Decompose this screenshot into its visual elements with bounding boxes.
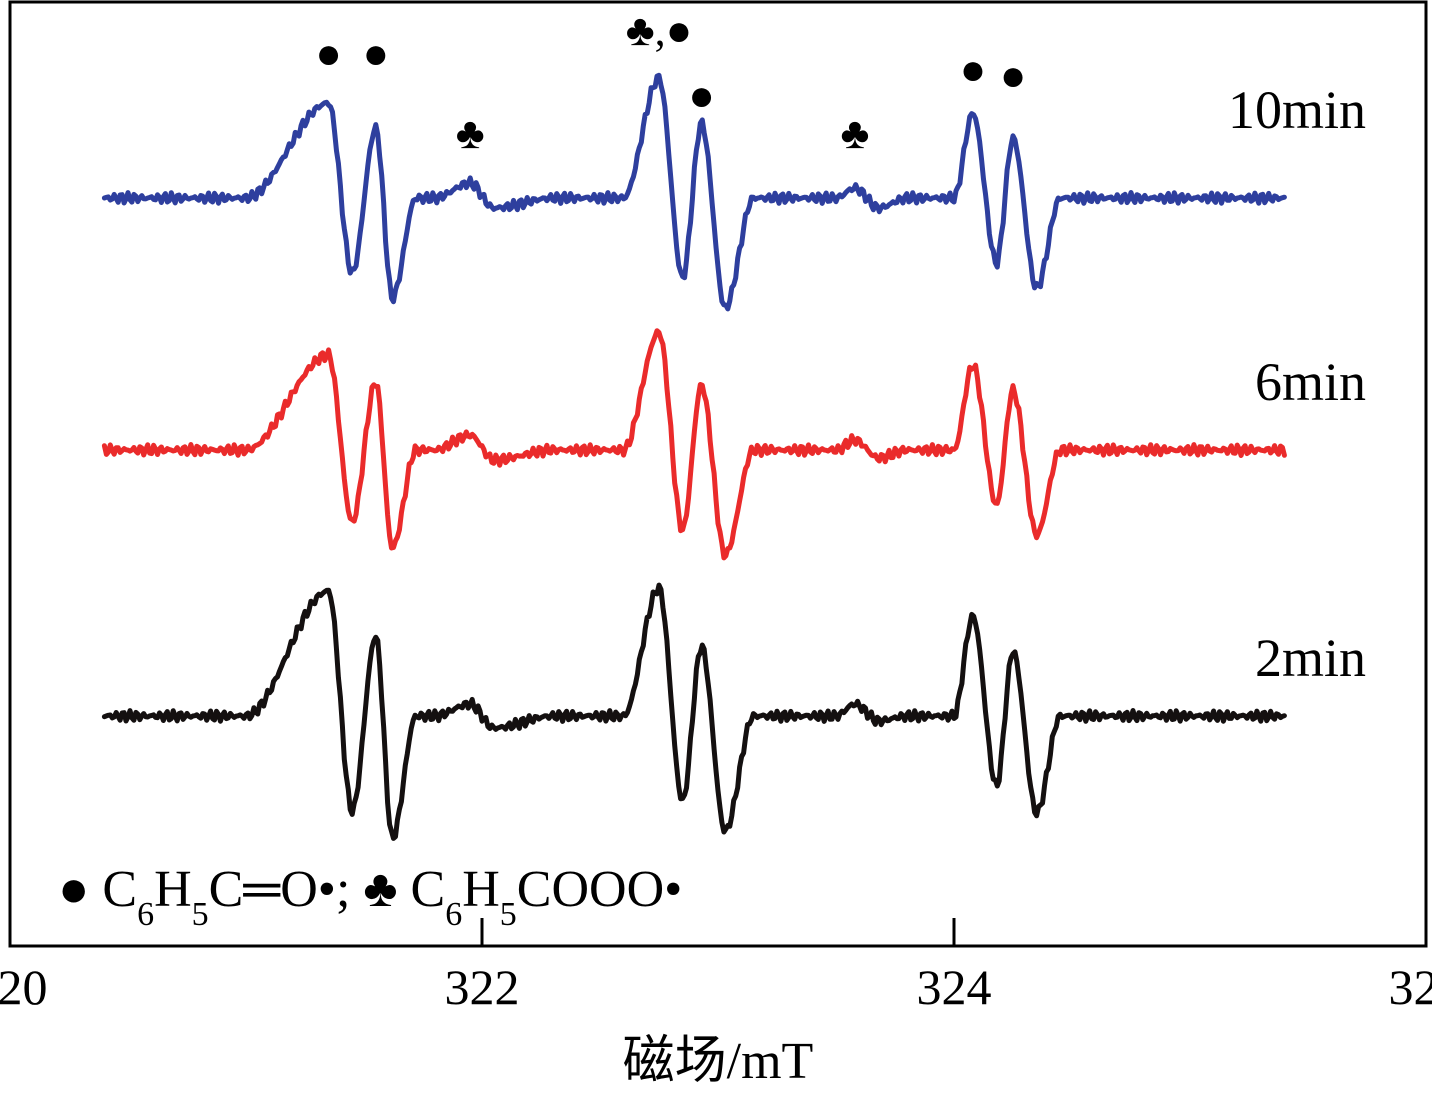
series-line-6min bbox=[104, 331, 1284, 558]
series-label: 10min bbox=[1228, 80, 1366, 140]
series-line-2min bbox=[104, 585, 1284, 838]
legend-club-formula-part: H bbox=[462, 861, 500, 918]
x-tick-label: 326 bbox=[1389, 959, 1432, 1015]
x-tick-label: 322 bbox=[445, 959, 520, 1015]
x-axis-label: 磁场/mT bbox=[623, 1033, 814, 1090]
legend-text: ● C6H5C═O•; ♣ C6H5COOO• bbox=[58, 861, 682, 933]
legend-dot-formula-part: 5 bbox=[192, 896, 209, 933]
peak-marker: ♣ bbox=[840, 109, 869, 158]
legend-club-formula-part: 6 bbox=[445, 896, 462, 933]
series-labels: 10min 6min 2min bbox=[1228, 80, 1366, 688]
series-layer bbox=[104, 75, 1284, 838]
legend-club-formula-part: C bbox=[411, 861, 446, 918]
legend-dot-formula-part: 6 bbox=[137, 896, 154, 933]
legend-dot-formula-part: ═ bbox=[242, 861, 281, 918]
x-tick-label: 324 bbox=[917, 959, 992, 1015]
legend-club-formula-part: 5 bbox=[500, 896, 517, 933]
legend: ● C6H5C═O•; ♣ C6H5COOO• bbox=[58, 861, 682, 933]
peak-marker: ● bbox=[960, 45, 987, 94]
peak-marker: ♣ bbox=[456, 109, 485, 158]
peak-marker: ● bbox=[1000, 51, 1027, 100]
peak-marker: ● bbox=[315, 29, 342, 78]
legend-dot-formula-part: O•; bbox=[280, 861, 350, 918]
peak-markers: ● ● ♣ ♣,● ● ♣ ● ● bbox=[315, 6, 1026, 158]
peak-marker: ● bbox=[688, 71, 715, 120]
legend-club-formula-part: COOO• bbox=[517, 861, 683, 918]
series-label: 6min bbox=[1255, 352, 1366, 412]
legend-club-symbol: ♣ bbox=[350, 861, 410, 918]
x-tick-label: 320 bbox=[0, 959, 48, 1015]
legend-dot-formula-part: C bbox=[209, 861, 244, 918]
legend-dot-formula-part: H bbox=[154, 861, 192, 918]
peak-marker: ♣,● bbox=[626, 6, 692, 55]
series-label: 2min bbox=[1255, 628, 1366, 688]
legend-dot-symbol: ● bbox=[58, 861, 102, 918]
legend-dot-formula-part: C bbox=[102, 861, 137, 918]
peak-marker: ● bbox=[363, 29, 390, 78]
x-axis: 320 322 324 326 bbox=[0, 918, 1432, 1015]
